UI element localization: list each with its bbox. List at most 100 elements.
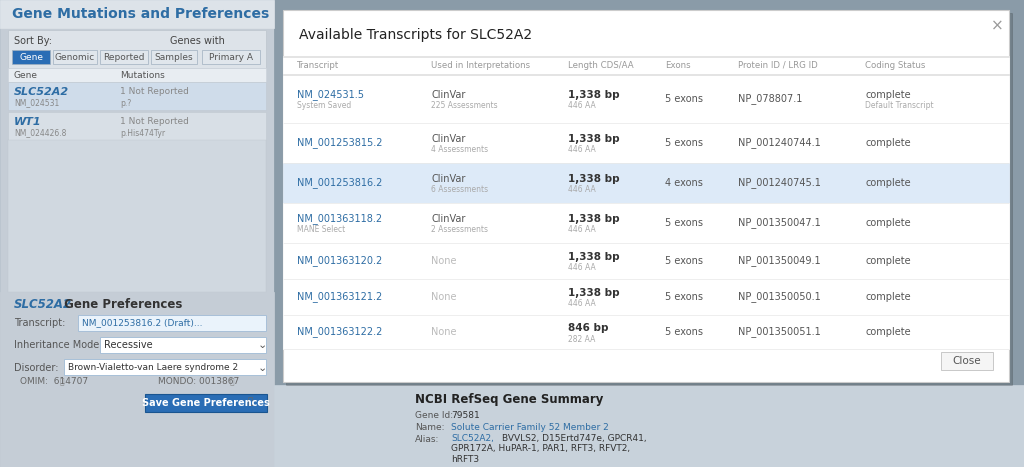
Bar [12, 50, 50, 64]
Text: 1,338 bp: 1,338 bp [568, 174, 620, 184]
Text: 1,338 bp: 1,338 bp [568, 214, 620, 224]
Text: Solute Carrier Family 52 Member 2: Solute Carrier Family 52 Member 2 [451, 423, 608, 432]
Text: 1,338 bp: 1,338 bp [568, 288, 620, 298]
Text: 225 Assessments: 225 Assessments [431, 101, 498, 111]
Text: Disorder:: Disorder: [14, 363, 58, 373]
Text: 5 exons: 5 exons [665, 218, 703, 228]
Bar [283, 123, 1009, 163]
Text: NP_001350051.1: NP_001350051.1 [738, 326, 821, 338]
Text: None: None [431, 256, 457, 266]
Text: Alias:: Alias: [415, 434, 439, 444]
Text: NM_024426.8: NM_024426.8 [14, 128, 67, 137]
Bar [202, 50, 260, 64]
Text: 1 Not Reported: 1 Not Reported [120, 118, 188, 127]
Bar [8, 68, 266, 82]
Text: 446 AA: 446 AA [568, 299, 596, 309]
Bar [274, 0, 1024, 467]
Text: ClinVar: ClinVar [431, 174, 465, 184]
Bar [53, 50, 97, 64]
Bar [283, 314, 1009, 315]
Bar [941, 352, 993, 370]
Text: Protein ID / LRG ID: Protein ID / LRG ID [738, 61, 818, 70]
Text: Default Transcript: Default Transcript [865, 101, 934, 111]
Text: ⌄: ⌄ [257, 363, 266, 373]
Text: 446 AA: 446 AA [568, 146, 596, 155]
Bar [283, 10, 1009, 382]
Text: complete: complete [865, 138, 910, 148]
Text: NP_001350047.1: NP_001350047.1 [738, 218, 821, 228]
Text: Length CDS/AA: Length CDS/AA [568, 61, 634, 70]
Text: GPR172A, HuPAR-1, PAR1, RFT3, RFVT2,: GPR172A, HuPAR-1, PAR1, RFT3, RFVT2, [451, 445, 630, 453]
Bar [283, 56, 1009, 74]
Text: NM_024531: NM_024531 [14, 99, 59, 107]
Bar [100, 50, 148, 64]
Text: 5 exons: 5 exons [665, 94, 703, 104]
Text: ⧉: ⧉ [60, 377, 65, 387]
Text: Genes with: Genes with [170, 36, 225, 46]
Text: SLC52A2: SLC52A2 [14, 297, 72, 311]
Text: 282 AA: 282 AA [568, 334, 595, 344]
Bar [283, 348, 1009, 349]
Text: hRFT3: hRFT3 [451, 454, 479, 464]
Text: complete: complete [865, 178, 910, 188]
Text: Gene Mutations and Preferences: Gene Mutations and Preferences [12, 7, 269, 21]
Text: Gene Id:: Gene Id: [415, 410, 454, 419]
Text: 79581: 79581 [451, 410, 480, 419]
Bar [241, 394, 259, 410]
Bar [283, 122, 1009, 123]
Text: ClinVar: ClinVar [431, 90, 465, 100]
Text: BVVLS2, D15Ertd747e, GPCR41,: BVVLS2, D15Ertd747e, GPCR41, [502, 434, 646, 444]
Bar [0, 0, 274, 467]
Text: 5 exons: 5 exons [665, 327, 703, 337]
Text: NP_001350049.1: NP_001350049.1 [738, 255, 820, 267]
Text: 1,338 bp: 1,338 bp [568, 134, 620, 144]
Bar [283, 242, 1009, 243]
Text: Exons: Exons [665, 61, 690, 70]
Text: NCBI RefSeq Gene Summary: NCBI RefSeq Gene Summary [415, 392, 603, 405]
Text: Brown-Vialetto-van Laere syndrome 2: Brown-Vialetto-van Laere syndrome 2 [68, 363, 239, 373]
Bar [8, 112, 266, 140]
Bar [274, 385, 1024, 467]
Text: NM_001363118.2: NM_001363118.2 [297, 213, 382, 225]
Text: 4 exons: 4 exons [665, 178, 702, 188]
Text: 6 Assessments: 6 Assessments [431, 185, 488, 194]
Bar [100, 337, 266, 353]
Text: ×: × [990, 19, 1004, 34]
Text: WT1: WT1 [14, 117, 42, 127]
Bar [283, 163, 1009, 203]
Text: NP_001240745.1: NP_001240745.1 [738, 177, 821, 189]
Text: 1,338 bp: 1,338 bp [568, 90, 620, 100]
Text: NP_078807.1: NP_078807.1 [738, 93, 803, 105]
Bar [8, 140, 266, 292]
Text: 1 Not Reported: 1 Not Reported [120, 87, 188, 97]
Text: 1,338 bp: 1,338 bp [568, 252, 620, 262]
Bar [283, 203, 1009, 243]
Text: Genomic: Genomic [55, 52, 95, 62]
Text: p.His474Tyr: p.His474Tyr [120, 128, 165, 137]
Text: Reported: Reported [103, 52, 144, 62]
Text: None: None [431, 292, 457, 302]
Text: ClinVar: ClinVar [431, 214, 465, 224]
Text: 446 AA: 446 AA [568, 185, 596, 194]
Bar [8, 30, 266, 68]
Text: Transcript:: Transcript: [14, 318, 66, 328]
Text: 446 AA: 446 AA [568, 263, 596, 273]
Text: NM_001363120.2: NM_001363120.2 [297, 255, 382, 267]
Text: Used in Interpretations: Used in Interpretations [431, 61, 530, 70]
Text: Transcript: Transcript [297, 61, 339, 70]
Text: complete: complete [865, 327, 910, 337]
Text: NM_001253816.2: NM_001253816.2 [297, 177, 382, 189]
Text: 446 AA: 446 AA [568, 226, 596, 234]
Text: complete: complete [865, 90, 910, 100]
Text: complete: complete [865, 292, 910, 302]
Text: NM_001363121.2: NM_001363121.2 [297, 291, 382, 303]
Text: Gene: Gene [19, 52, 43, 62]
Bar [8, 82, 266, 110]
Text: Mutations: Mutations [120, 71, 165, 79]
Text: Close: Close [952, 356, 981, 366]
Text: Available Transcripts for SLC52A2: Available Transcripts for SLC52A2 [299, 28, 532, 42]
Text: SLC52A2: SLC52A2 [14, 87, 70, 97]
Bar [0, 292, 274, 467]
Bar [145, 394, 267, 412]
Text: 446 AA: 446 AA [568, 101, 596, 111]
